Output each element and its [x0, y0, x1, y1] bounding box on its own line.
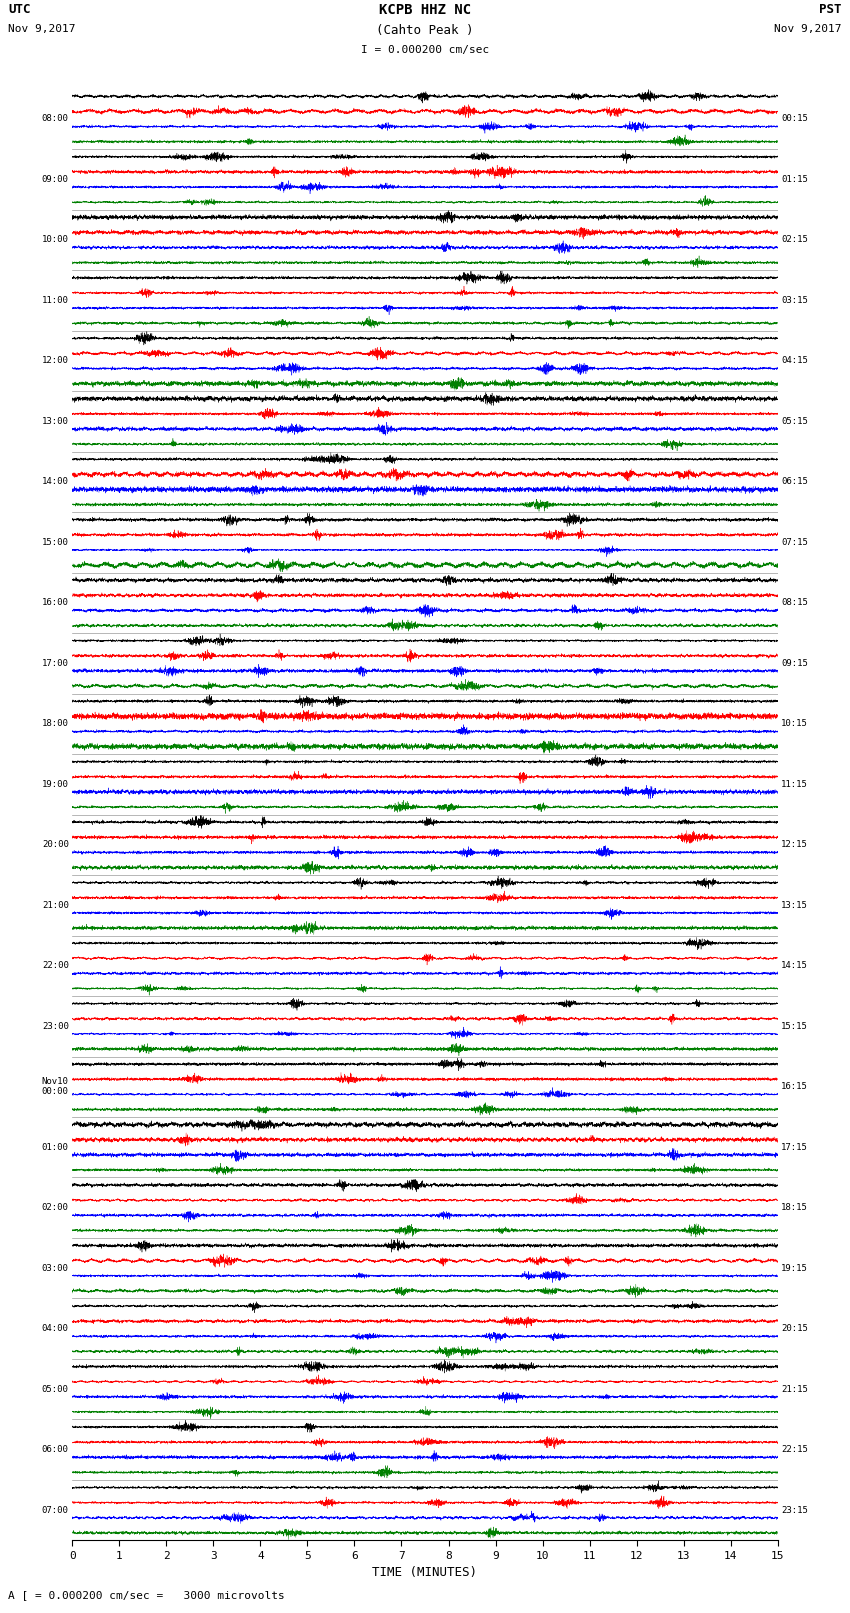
Text: 09:00: 09:00	[42, 174, 69, 184]
Text: 19:15: 19:15	[781, 1263, 808, 1273]
Text: 08:00: 08:00	[42, 115, 69, 124]
Text: 10:00: 10:00	[42, 235, 69, 245]
Text: 16:00: 16:00	[42, 598, 69, 608]
Text: 23:15: 23:15	[781, 1505, 808, 1515]
Text: 02:00: 02:00	[42, 1203, 69, 1213]
Text: 00:15: 00:15	[781, 115, 808, 124]
Text: 10:15: 10:15	[781, 719, 808, 729]
Text: 11:15: 11:15	[781, 779, 808, 789]
Text: 21:00: 21:00	[42, 900, 69, 910]
Text: 18:15: 18:15	[781, 1203, 808, 1213]
Text: 19:00: 19:00	[42, 779, 69, 789]
Text: 03:15: 03:15	[781, 295, 808, 305]
Text: 15:15: 15:15	[781, 1021, 808, 1031]
Text: 16:15: 16:15	[781, 1082, 808, 1092]
Text: 04:15: 04:15	[781, 356, 808, 366]
Text: I = 0.000200 cm/sec: I = 0.000200 cm/sec	[361, 45, 489, 55]
Text: Nov 9,2017: Nov 9,2017	[8, 24, 76, 34]
Text: 12:15: 12:15	[781, 840, 808, 850]
Text: 17:00: 17:00	[42, 658, 69, 668]
Text: 22:00: 22:00	[42, 961, 69, 971]
Text: 13:00: 13:00	[42, 416, 69, 426]
Text: 15:00: 15:00	[42, 537, 69, 547]
Text: 01:00: 01:00	[42, 1142, 69, 1152]
Text: 23:00: 23:00	[42, 1021, 69, 1031]
Text: PST: PST	[819, 3, 842, 16]
Text: KCPB HHZ NC: KCPB HHZ NC	[379, 3, 471, 18]
Text: 11:00: 11:00	[42, 295, 69, 305]
Text: 01:15: 01:15	[781, 174, 808, 184]
Text: 13:15: 13:15	[781, 900, 808, 910]
Text: Nov 9,2017: Nov 9,2017	[774, 24, 842, 34]
Text: 02:15: 02:15	[781, 235, 808, 245]
Text: 20:00: 20:00	[42, 840, 69, 850]
Text: UTC: UTC	[8, 3, 31, 16]
Text: A [ = 0.000200 cm/sec =   3000 microvolts: A [ = 0.000200 cm/sec = 3000 microvolts	[8, 1590, 286, 1600]
Text: (Cahto Peak ): (Cahto Peak )	[377, 24, 473, 37]
Text: 18:00: 18:00	[42, 719, 69, 729]
Text: 17:15: 17:15	[781, 1142, 808, 1152]
Text: 14:15: 14:15	[781, 961, 808, 971]
Text: 09:15: 09:15	[781, 658, 808, 668]
Text: 07:00: 07:00	[42, 1505, 69, 1515]
Text: 06:15: 06:15	[781, 477, 808, 487]
Text: 06:00: 06:00	[42, 1445, 69, 1455]
Text: 20:15: 20:15	[781, 1324, 808, 1334]
Text: 14:00: 14:00	[42, 477, 69, 487]
Text: 07:15: 07:15	[781, 537, 808, 547]
Text: 05:15: 05:15	[781, 416, 808, 426]
Text: Nov10
00:00: Nov10 00:00	[42, 1077, 69, 1097]
Text: 08:15: 08:15	[781, 598, 808, 608]
Text: 22:15: 22:15	[781, 1445, 808, 1455]
Text: 12:00: 12:00	[42, 356, 69, 366]
Text: 04:00: 04:00	[42, 1324, 69, 1334]
Text: 03:00: 03:00	[42, 1263, 69, 1273]
Text: 05:00: 05:00	[42, 1384, 69, 1394]
Text: 21:15: 21:15	[781, 1384, 808, 1394]
X-axis label: TIME (MINUTES): TIME (MINUTES)	[372, 1566, 478, 1579]
